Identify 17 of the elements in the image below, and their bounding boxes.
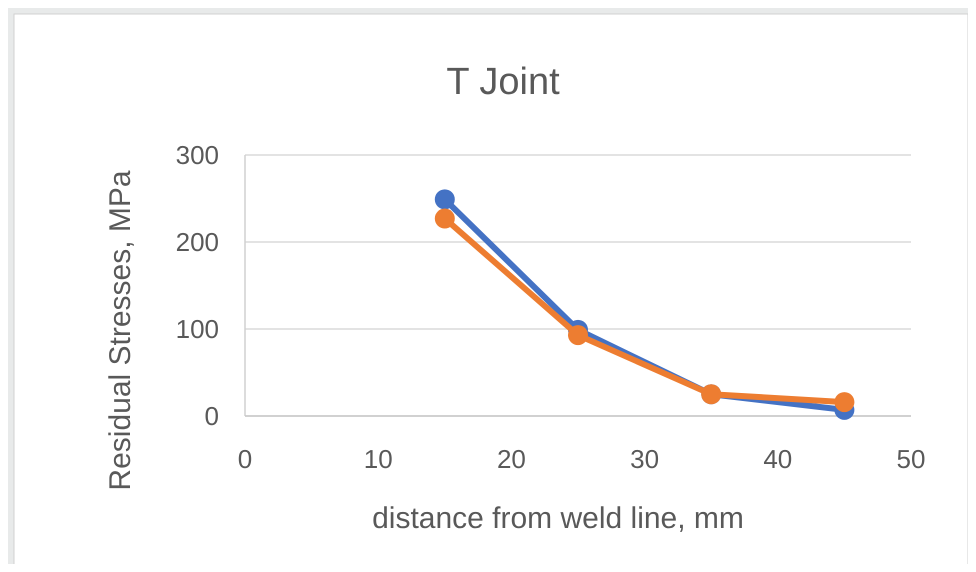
point [434, 189, 455, 210]
point [434, 208, 455, 229]
x-tick-label: 20 [496, 444, 526, 474]
x-tick-label: 10 [364, 444, 393, 474]
y-tick-label: 100 [176, 314, 219, 344]
point [834, 392, 854, 412]
chart-title: T Joint [446, 61, 560, 103]
y-tick-label: 0 [204, 401, 219, 432]
x-tick-label: 50 [896, 444, 926, 474]
y-axis-title: Residual Stresses, MPa [104, 170, 137, 491]
x-tick-label: 0 [238, 444, 252, 474]
x-axis-title: distance from weld line, mm [372, 502, 744, 535]
x-tick-label: 30 [630, 444, 660, 474]
x-tick-label: 40 [763, 444, 792, 474]
y-tick-label: 200 [176, 227, 219, 258]
y-tick-label: 300 [176, 140, 219, 170]
point [568, 325, 588, 346]
